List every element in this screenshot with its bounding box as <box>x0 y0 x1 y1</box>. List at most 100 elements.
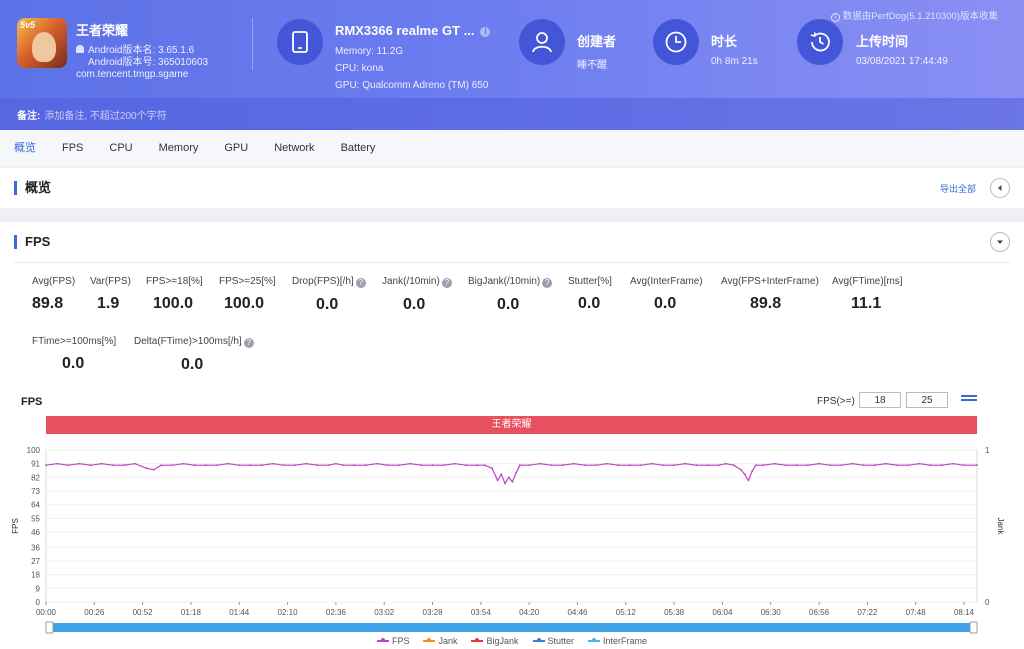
data-point <box>160 464 163 467</box>
device-gpu: GPU: Qualcomm Adreno (TM) 650 <box>335 80 489 91</box>
phone-icon <box>277 19 323 65</box>
data-point <box>951 462 954 465</box>
device-cpu: CPU: kona <box>335 63 384 74</box>
data-point <box>431 464 434 467</box>
legend-item-fps[interactable]: FPS <box>376 636 409 646</box>
remark-input[interactable]: 添加备注, 不超过200个字符 <box>44 111 167 122</box>
reset-threshold-icon[interactable] <box>961 395 977 405</box>
tab-battery[interactable]: Battery <box>340 142 376 154</box>
legend-item-stutter[interactable]: Stutter <box>532 636 574 646</box>
data-point <box>145 467 148 470</box>
x-tick-label: 03:28 <box>423 608 444 617</box>
collapse-left-button[interactable] <box>990 178 1010 198</box>
metric-ftime-100: FTime>=100ms[%] 0.0 <box>32 336 117 372</box>
metric-avg-fps-interframe: Avg(FPS+InterFrame) 89.8 <box>721 276 819 312</box>
x-tick-label: 07:22 <box>857 608 878 617</box>
tab-cpu[interactable]: CPU <box>109 142 133 154</box>
data-point <box>507 476 510 479</box>
data-point <box>896 464 898 467</box>
range-handle-left[interactable] <box>45 621 54 634</box>
data-point <box>476 464 478 467</box>
export-all-link[interactable]: 导出全部 <box>939 184 976 194</box>
data-point <box>294 464 296 467</box>
creator-title: 创建者 <box>577 34 617 49</box>
header-info: 5v5 王者荣耀 Android版本名: 3.65.1.6 Android版本号… <box>0 0 1024 98</box>
tab-gpu[interactable]: GPU <box>224 142 249 154</box>
legend-swatch <box>588 638 601 642</box>
data-point <box>751 470 753 473</box>
data-point <box>762 464 765 467</box>
user-icon <box>519 19 565 65</box>
help-icon[interactable]: ? <box>243 338 254 348</box>
data-point <box>639 464 642 467</box>
y-tick-label: 100 <box>27 446 41 455</box>
data-point <box>171 464 174 467</box>
legend-item-jank[interactable]: Jank <box>423 636 457 646</box>
metric-fps-18: FPS>=18[%] 100.0 <box>146 276 203 312</box>
data-point <box>420 464 423 467</box>
range-handle-right[interactable] <box>969 621 978 634</box>
data-point <box>511 481 514 483</box>
x-tick-label: 05:12 <box>616 608 637 617</box>
data-point <box>193 464 196 467</box>
fps-chart: 0 9 18 27 36 46 55 64 73 82 91 100 0 1 FPS Jank 00:00 00:… <box>0 442 1024 642</box>
scene-label-bar[interactable]: 王者荣耀 <box>46 416 977 434</box>
data-point <box>342 464 345 467</box>
range-slider-track[interactable] <box>46 623 977 632</box>
data-point <box>249 464 252 467</box>
data-point <box>929 464 932 467</box>
data-point <box>662 464 664 467</box>
threshold-input-1[interactable] <box>859 392 901 408</box>
data-point <box>89 464 92 467</box>
data-point <box>152 468 155 471</box>
tab-overview[interactable]: 概览 <box>14 142 36 154</box>
x-tick-label: 02:10 <box>278 608 299 617</box>
x-tick-label: 04:46 <box>567 608 588 617</box>
x-tick-label: 01:44 <box>229 608 250 617</box>
collapse-down-button[interactable] <box>990 232 1010 252</box>
tab-fps[interactable]: FPS <box>62 142 84 154</box>
legend-item-interframe[interactable]: InterFrame <box>588 636 647 646</box>
data-point <box>784 464 787 467</box>
metric-avg-ftime: Avg(FTime)[ms] 11.1 <box>832 276 903 312</box>
y-axis-label: FPS <box>11 518 20 534</box>
y-tick-label: 27 <box>31 557 40 566</box>
legend-item-bigjank[interactable]: BigJank <box>471 636 519 646</box>
metric-fps-25: FPS>=25[%] 100.0 <box>219 276 276 312</box>
data-point <box>375 462 378 465</box>
data-point <box>851 462 854 465</box>
threshold-input-2[interactable] <box>906 392 948 408</box>
help-icon[interactable]: ? <box>441 278 452 288</box>
y-tick-label: 9 <box>36 584 41 593</box>
remark-bar[interactable]: 备注: 添加备注, 不超过200个字符 <box>0 98 1024 130</box>
y-tick-label: 46 <box>31 528 40 537</box>
device-info-icon[interactable]: i <box>480 27 491 37</box>
threshold-label: FPS(>=) <box>817 396 855 407</box>
tab-network[interactable]: Network <box>274 142 315 154</box>
data-point <box>795 464 798 467</box>
data-point <box>873 464 876 467</box>
chart-title: FPS <box>21 396 43 408</box>
x-tick-label: 06:30 <box>761 608 782 617</box>
data-point <box>500 473 503 476</box>
help-icon[interactable]: ? <box>542 278 553 288</box>
help-icon[interactable]: ? <box>355 278 366 288</box>
data-point <box>271 462 274 465</box>
y-tick-label: 64 <box>31 501 40 510</box>
x-tick-label: 07:48 <box>906 608 927 617</box>
tab-memory[interactable]: Memory <box>158 142 199 154</box>
metric-bigjank: BigJank(/10min)? 0.0 <box>468 276 553 314</box>
x-tick-label: 00:00 <box>36 608 57 617</box>
data-point <box>606 462 609 465</box>
data-point <box>504 482 506 485</box>
upload-title: 上传时间 <box>856 34 909 49</box>
data-point <box>442 464 445 467</box>
data-point <box>305 462 308 465</box>
data-point <box>78 462 81 465</box>
x-tick-label: 02:36 <box>326 608 347 617</box>
data-point <box>56 462 58 465</box>
series-line-fps <box>45 463 977 485</box>
legend-label: InterFrame <box>603 636 648 646</box>
metric-avg-fps: Avg(FPS) 89.8 <box>32 276 76 312</box>
x-tick-label: 06:04 <box>712 608 733 617</box>
